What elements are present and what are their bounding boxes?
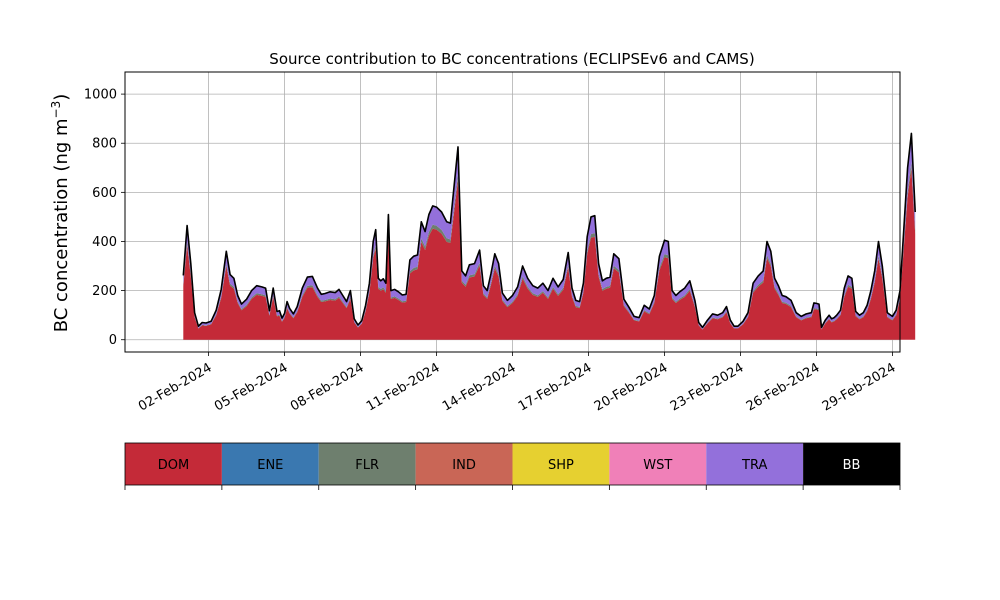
legend-label-bb: BB (843, 458, 861, 473)
legend-swatch-bb (803, 443, 900, 485)
x-tick-label: 02-Feb-2024 (136, 360, 215, 414)
y-tick-label: 200 (92, 284, 117, 299)
legend-swatch-flr (318, 443, 416, 485)
legend-swatch-wst (609, 443, 707, 485)
chart-title: Source contribution to BC concentrations… (269, 50, 754, 68)
legend-label-flr: FLR (355, 458, 379, 473)
total-line (182, 132, 916, 329)
x-tick-label: 08-Feb-2024 (288, 360, 367, 414)
x-tick-label: 29-Feb-2024 (820, 360, 899, 414)
y-axis-label-close: ) (51, 94, 72, 101)
y-tick-label: 600 (92, 186, 117, 201)
x-tick-label: 17-Feb-2024 (516, 360, 595, 414)
legend-swatch-shp (512, 443, 610, 485)
legend-label-wst: WST (643, 458, 672, 473)
total-line-layer (182, 132, 916, 329)
area-dom (183, 168, 916, 340)
stacked-areas (183, 133, 916, 340)
axis-ticks: 0 200 400 600 800 1000 02-Feb-202405-Feb-20240… (84, 88, 898, 415)
x-tick-label: 11-Feb-2024 (364, 360, 443, 414)
area-tra (183, 133, 916, 330)
x-tick-label: 26-Feb-2024 (744, 360, 823, 414)
legend-label-shp: SHP (548, 458, 574, 473)
legend-swatch-dom (125, 443, 222, 485)
x-tick-label: 14-Feb-2024 (440, 360, 519, 414)
x-tick-label: 23-Feb-2024 (668, 360, 747, 414)
x-tick-label: 20-Feb-2024 (592, 360, 671, 414)
legend-swatch-tra (706, 443, 804, 485)
color-legend: DOM ENE FLR IND SHP WST TRA BB (124, 442, 901, 490)
legend-swatch-ene (221, 443, 319, 485)
y-tick-label: 1000 (84, 88, 117, 103)
grid-lines (125, 72, 900, 352)
y-tick-label: 800 (92, 137, 117, 152)
legend-label-tra: TRA (741, 458, 767, 473)
legend-label-dom: DOM (158, 458, 189, 473)
area-minor-sectors (183, 162, 916, 330)
legend-label-ene: ENE (257, 458, 283, 473)
legend-label-ind: IND (452, 458, 476, 473)
y-axis-label-superscript: −3 (49, 101, 63, 119)
x-tick-label: 05-Feb-2024 (212, 360, 291, 414)
y-axis-label: BC concentration (ng m−3) (49, 94, 72, 333)
y-axis-label-main: BC concentration (ng m (51, 118, 72, 332)
y-tick-label: 0 (109, 333, 117, 348)
y-tick-label: 400 (92, 235, 117, 250)
legend-swatch-ind (415, 443, 513, 485)
